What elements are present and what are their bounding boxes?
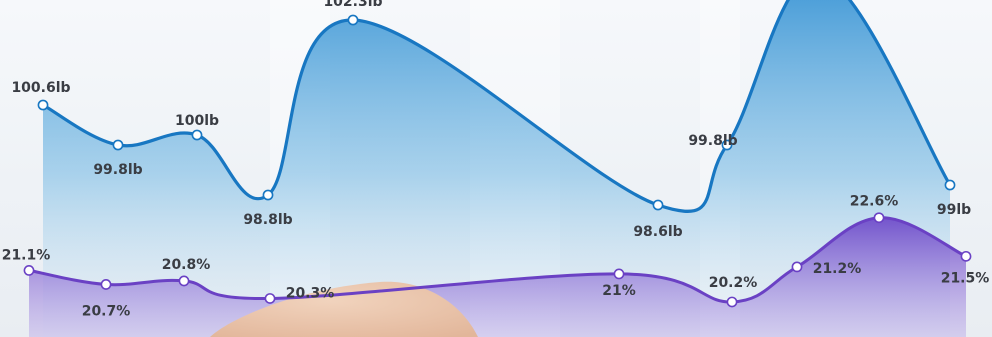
- bodyfat-point: [178, 275, 190, 287]
- bodyfat-data-label: 22.6%: [850, 194, 899, 210]
- weight-data-label: 98.8lb: [243, 212, 292, 228]
- bodyfat-data-label: 20.2%: [709, 275, 758, 291]
- weight-data-label: 99.8lb: [93, 162, 142, 178]
- bodyfat-point: [960, 250, 972, 262]
- weight-point: [652, 199, 664, 211]
- bodyfat-data-label: 20.3%: [286, 285, 335, 301]
- weight-data-label: 98.6lb: [633, 224, 682, 240]
- bodyfat-point: [100, 279, 112, 290]
- bodyfat-data-label: 20.8%: [162, 257, 211, 273]
- weight-point: [37, 99, 49, 111]
- bodyfat-data-label: 21%: [602, 283, 636, 299]
- bodyfat-data-label: 21.1%: [2, 247, 51, 263]
- bodyfat-point: [264, 293, 276, 304]
- weight-data-label: 100.6lb: [11, 80, 70, 96]
- bodyfat-point: [791, 261, 803, 273]
- bodyfat-point: [873, 212, 885, 224]
- weight-data-label: 99.8lb: [688, 133, 737, 149]
- bodyfat-data-label: 20.7%: [82, 303, 131, 319]
- bodyfat-data-label: 21.2%: [813, 261, 862, 277]
- bodyfat-data-label: 21.5%: [941, 270, 990, 286]
- series-lines: [27, 0, 968, 304]
- weight-point: [721, 139, 733, 151]
- weight-data-label: 100lb: [175, 113, 219, 129]
- data-points: [23, 14, 972, 308]
- hand-photo-overlay: [210, 281, 478, 337]
- data-labels: 100.6lb 99.8lb 100lb 98.8lb 102.3lb 98.6lb 99.…: [2, 0, 990, 319]
- weight-area-fill: [43, 0, 950, 337]
- weight-point: [112, 139, 124, 151]
- weight-data-label: 99lb: [937, 202, 971, 218]
- weight-data-label: 102.3lb: [323, 0, 382, 10]
- weight-point: [944, 179, 956, 191]
- weight-point: [347, 14, 359, 26]
- weight-point: [191, 129, 203, 141]
- weight-line: [41, 0, 952, 213]
- bodyfat-point: [726, 296, 738, 308]
- bodyfat-point: [23, 264, 35, 276]
- bodyfat-line: [27, 216, 968, 304]
- bodyfat-point: [613, 268, 625, 280]
- weight-point: [262, 189, 274, 201]
- weight-area: [43, 0, 950, 337]
